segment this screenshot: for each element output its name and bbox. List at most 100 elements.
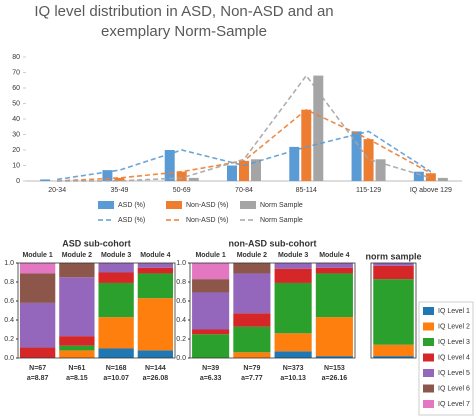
bar [301, 109, 312, 181]
a-label: a=8.15 [66, 375, 88, 382]
legend-label: IQ Level 7 [438, 401, 470, 408]
stacked-segment [19, 273, 56, 303]
y-tick-label: 50 [12, 100, 20, 107]
x-category-label: Module 1 [195, 252, 225, 259]
stacked-segment [59, 336, 95, 346]
stacked-segment [137, 263, 174, 268]
y-tick-label: 0.0 [176, 355, 186, 362]
legend-label: IQ Level 5 [438, 370, 470, 377]
legend-swatch [240, 201, 256, 209]
stacked-segment [315, 317, 353, 357]
stacked-segment [98, 317, 134, 349]
legend-label: ASD (%) [118, 202, 145, 209]
n-label: N=144 [145, 365, 166, 372]
bar [437, 177, 448, 181]
stacked-segment [274, 268, 312, 283]
n-label: N=168 [106, 365, 127, 372]
trend-line [57, 130, 432, 181]
a-label: a=26.16 [322, 375, 348, 382]
bar [413, 171, 424, 181]
bar [425, 173, 436, 181]
legend-label: IQ Level 1 [438, 308, 470, 315]
trend-line [57, 108, 432, 182]
a-label: a=10.13 [280, 375, 306, 382]
y-tick-label: 80 [12, 54, 20, 61]
y-tick-label: 30 [12, 131, 20, 138]
legend-label: IQ Level 3 [438, 339, 470, 346]
y-tick-label: 40 [12, 116, 20, 123]
legend-label: Norm Sample [260, 217, 303, 224]
x-category-label: Module 3 [278, 252, 308, 259]
bar [363, 139, 374, 181]
y-tick-label: 0.6 [4, 298, 14, 305]
bar [164, 150, 175, 181]
y-tick-label: 60 [12, 85, 20, 92]
x-tick-label: 85-114 [296, 187, 317, 194]
stacked-segment [19, 347, 56, 358]
stacked-segment [59, 263, 95, 278]
y-tick-label: 20 [12, 147, 20, 154]
stacked-segment [192, 292, 230, 330]
x-category-label: Module 4 [319, 252, 349, 259]
y-tick-label: 1.0 [4, 260, 14, 267]
bar [351, 131, 362, 181]
stacked-segment [233, 263, 271, 274]
x-tick-label: 35-49 [110, 187, 128, 194]
legend-label: IQ Level 4 [438, 354, 470, 361]
y-tick-label: 0.2 [4, 336, 14, 343]
y-tick-label: 0.4 [176, 317, 186, 324]
chart-title: IQ level distribution in ASD, Non-ASD an… [34, 3, 334, 40]
x-category-label: Module 2 [62, 252, 92, 259]
stacked-segment [59, 345, 95, 351]
legend-swatch [423, 384, 434, 393]
stacked-segment [192, 329, 230, 335]
legend-label: ASD (%) [118, 217, 145, 224]
stacked-segment [137, 350, 174, 358]
y-tick-label: 0.8 [176, 279, 186, 286]
a-label: a=26.08 [143, 375, 169, 382]
bar [313, 75, 324, 181]
legend-swatch [423, 307, 434, 315]
legend-swatch [423, 338, 434, 346]
stacked-segment [98, 272, 134, 283]
n-label: N=153 [324, 365, 345, 372]
n-label: N=67 [29, 365, 46, 372]
stacked-segment [192, 263, 230, 280]
stacked-segment [98, 282, 134, 318]
stacked-segment [233, 313, 271, 327]
stacked-segment [373, 356, 414, 358]
y-tick-label: 0.4 [4, 317, 14, 324]
stacked-segment [98, 263, 134, 273]
bar [289, 146, 300, 181]
bar [375, 159, 386, 181]
x-category-label: Module 2 [237, 252, 267, 259]
bar [239, 160, 249, 181]
stacked-segment [233, 273, 271, 314]
x-tick-label: 20-34 [48, 187, 66, 194]
legend-label: Non-ASD (%) [186, 217, 228, 224]
x-tick-label: 50-69 [173, 187, 191, 194]
x-category-label: Module 3 [101, 252, 131, 259]
axes-frame [370, 262, 417, 359]
stacked-segment [233, 326, 271, 353]
stacked-segment [98, 348, 134, 358]
stacked-segment [192, 334, 230, 358]
n-label: N=79 [243, 365, 260, 372]
panel-title: norm sample [365, 251, 421, 261]
stacked-segment [274, 263, 312, 269]
stacked-segment [137, 298, 174, 351]
bar [188, 177, 199, 181]
bar [227, 165, 237, 181]
stacked-segment [59, 350, 95, 358]
stacked-segment [19, 263, 56, 274]
legend-label: IQ Level 6 [438, 385, 470, 392]
stacked-segment [315, 356, 353, 358]
bar [176, 171, 187, 181]
y-tick-label: 1.0 [176, 260, 186, 267]
stacked-segment [373, 279, 414, 345]
y-tick-label: 0.6 [176, 298, 186, 305]
a-label: a=10.07 [103, 375, 129, 382]
n-label: N=61 [68, 365, 85, 372]
